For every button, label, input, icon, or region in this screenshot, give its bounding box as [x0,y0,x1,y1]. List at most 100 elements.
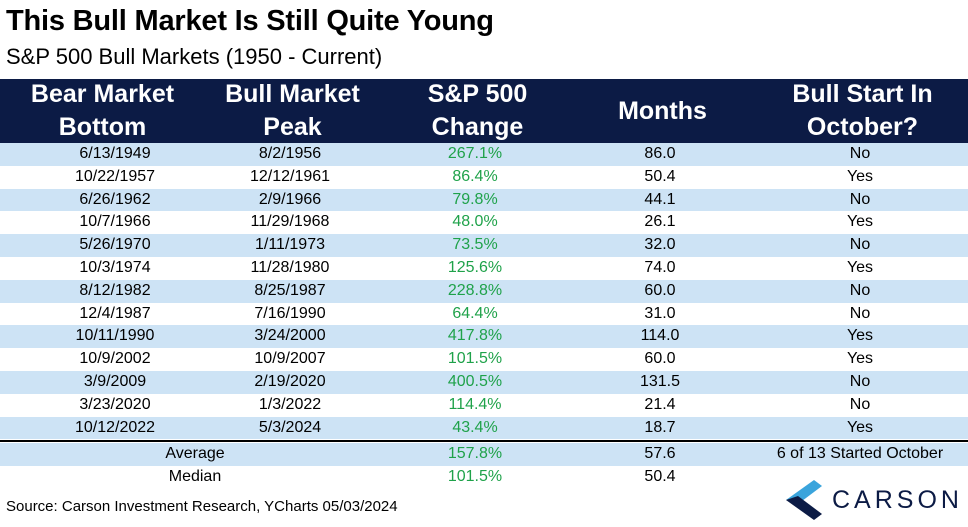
cell-bull-market-peak: 7/16/1990 [254,304,326,322]
summary-row-median: Median 101.5% 50.4 [0,466,968,489]
cell-sp500-change: 125.6% [447,258,503,276]
cell-sp500-change: 86.4% [452,167,498,185]
cell-bull-start-october: Yes [846,167,874,185]
header-months: Months [618,96,707,125]
cell-bull-market-peak: 5/3/2024 [258,418,322,436]
cell-bull-market-peak: 11/28/1980 [250,258,330,276]
average-months: 57.6 [644,445,676,463]
carson-logo-icon [786,480,822,520]
average-change: 157.8% [447,445,503,463]
header-bear-market-bottom: Bear Market Bottom [30,80,175,141]
cell-bull-market-peak: 8/25/1987 [254,281,326,299]
cell-bull-start-october: No [849,236,871,254]
cell-sp500-change: 267.1% [447,145,503,162]
cell-sp500-change: 114.4% [448,395,502,413]
table-row: 6/13/1949 8/2/1956 267.1% 86.0 No [0,143,968,166]
cell-sp500-change: 400.5% [447,372,503,390]
header-bull-start-october: Bull Start In October? [792,80,933,141]
cell-bull-start-october: Yes [846,418,874,436]
cell-bear-market-bottom: 3/9/2009 [83,372,147,390]
cell-months: 131.5 [639,372,681,390]
cell-sp500-change: 64.4% [452,304,498,322]
cell-bull-start-october: Yes [846,350,874,368]
cell-bull-start-october: Yes [846,213,874,231]
cell-months: 44.1 [644,190,676,208]
cell-bear-market-bottom: 10/22/1957 [74,167,156,185]
cell-months: 26.1 [644,213,676,231]
cell-sp500-change: 101.5% [447,350,503,368]
cell-bull-start-october: No [849,190,871,208]
cell-bull-market-peak: 12/12/1961 [249,167,331,185]
carson-logo-text: CARSON [832,486,963,514]
cell-bear-market-bottom: 8/12/1982 [79,281,151,299]
cell-bull-start-october: No [849,304,871,322]
cell-months: 21.4 [644,395,676,413]
header-sp500-change: S&P 500 Change [427,80,528,141]
cell-months: 114.0 [640,327,680,345]
table-row: 10/9/2002 10/9/2007 101.5% 60.0 Yes [0,348,968,371]
cell-months: 60.0 [644,281,676,299]
summary-row-average: Average 157.8% 57.6 6 of 13 Started Octo… [0,443,968,467]
cell-bear-market-bottom: 5/26/1970 [79,236,151,254]
cell-bear-market-bottom: 3/23/2020 [79,395,151,413]
cell-sp500-change: 43.4% [452,418,498,436]
table-row: 10/3/1974 11/28/1980 125.6% 74.0 Yes [0,257,968,280]
cell-bull-start-october: No [849,395,871,413]
table-row: 6/26/1962 2/9/1966 79.8% 44.1 No [0,188,968,212]
cell-bull-market-peak: 1/3/2022 [258,395,322,413]
cell-months: 31.0 [644,304,676,322]
average-label: Average [165,445,225,463]
cell-bull-market-peak: 1/11/1973 [255,236,325,254]
table-row: 10/7/1966 11/29/1968 48.0% 26.1 Yes [0,211,968,234]
cell-months: 60.0 [644,350,676,368]
cell-months: 74.0 [644,258,676,276]
table-row: 10/22/1957 12/12/1961 86.4% 50.4 Yes [0,166,968,189]
cell-bull-market-peak: 10/9/2007 [254,350,326,368]
cell-bull-market-peak: 11/29/1968 [250,213,330,231]
cell-sp500-change: 79.8% [452,190,498,208]
table-row: 10/12/2022 5/3/2024 43.4% 18.7 Yes [0,416,968,440]
cell-bull-market-peak: 3/24/2000 [254,327,326,345]
cell-sp500-change: 73.5% [452,236,498,254]
page-title: This Bull Market Is Still Quite Young [6,5,494,37]
cell-months: 18.7 [644,418,676,436]
cell-months: 86.0 [644,145,676,162]
cell-bull-market-peak: 2/19/2020 [254,372,326,390]
cell-bull-market-peak: 8/2/1956 [258,145,322,162]
table-row: 12/4/1987 7/16/1990 64.4% 31.0 No [0,303,968,326]
cell-months: 50.4 [644,167,676,185]
table-row: 3/9/2009 2/19/2020 400.5% 131.5 No [0,370,968,394]
table-row: 5/26/1970 1/11/1973 73.5% 32.0 No [0,234,968,257]
median-change: 101.5% [447,468,503,486]
cell-bear-market-bottom: 10/3/1974 [79,258,151,276]
median-label: Median [168,468,222,486]
cell-bull-start-october: Yes [846,258,874,276]
source-note: Source: Carson Investment Research, YCha… [6,498,398,515]
cell-bull-start-october: No [849,145,871,162]
cell-bear-market-bottom: 6/26/1962 [79,190,151,208]
cell-bear-market-bottom: 10/11/1990 [75,327,155,345]
cell-bear-market-bottom: 10/7/1966 [79,213,151,231]
cell-sp500-change: 417.8% [447,327,503,345]
table-body: 6/13/1949 8/2/1956 267.1% 86.0 No 10/22/1957 1… [0,143,968,440]
table-divider [0,440,968,442]
cell-bear-market-bottom: 6/13/1949 [79,145,151,162]
cell-bull-start-october: No [849,372,871,390]
cell-bear-market-bottom: 12/4/1987 [79,304,151,322]
cell-bear-market-bottom: 10/9/2002 [79,350,151,368]
header-bull-market-peak: Bull Market Peak [225,80,360,141]
table-row: 3/23/2020 1/3/2022 114.4% 21.4 No [0,394,968,417]
page-subtitle: S&P 500 Bull Markets (1950 - Current) [6,44,383,69]
cell-bear-market-bottom: 10/12/2022 [74,418,156,436]
table-row: 8/12/1982 8/25/1987 228.8% 60.0 No [0,279,968,303]
carson-logo: CARSON [784,474,964,524]
table-header: Bear Market Bottom Bull Market Peak S&P 50… [0,79,968,143]
cell-months: 32.0 [644,236,676,254]
cell-bull-start-october: No [849,281,871,299]
median-months: 50.4 [644,468,676,486]
cell-sp500-change: 228.8% [447,281,503,299]
cell-sp500-change: 48.0% [452,213,498,231]
cell-bull-start-october: Yes [846,327,874,345]
table-row: 10/11/1990 3/24/2000 417.8% 114.0 Yes [0,325,968,349]
cell-bull-market-peak: 2/9/1966 [258,190,322,208]
